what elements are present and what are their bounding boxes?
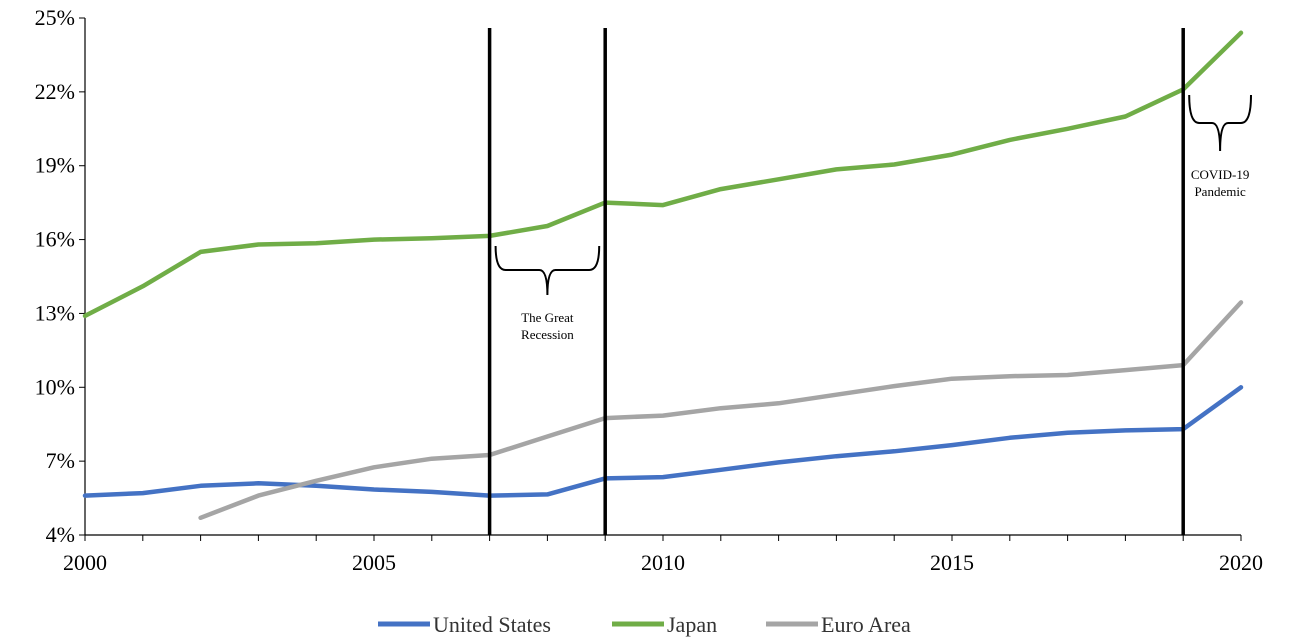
legend-label: Euro Area xyxy=(821,612,911,637)
legend-label: Japan xyxy=(667,612,717,637)
x-tick-label: 2020 xyxy=(1219,550,1263,575)
x-tick-label: 2000 xyxy=(63,550,107,575)
y-tick-label: 10% xyxy=(35,374,75,399)
y-tick-label: 16% xyxy=(35,227,75,252)
y-tick-label: 7% xyxy=(46,448,75,473)
y-tick-label: 19% xyxy=(35,153,75,178)
annotation-brace xyxy=(494,245,601,296)
y-tick-label: 4% xyxy=(46,522,75,547)
annotation-label: The Great xyxy=(521,310,574,325)
y-tick-label: 13% xyxy=(35,300,75,325)
x-tick-label: 2015 xyxy=(930,550,974,575)
annotation-label: Recession xyxy=(521,327,574,342)
legend-label: United States xyxy=(433,612,551,637)
series-line-euro-area xyxy=(198,300,1244,521)
annotation-label: Pandemic xyxy=(1194,184,1245,199)
x-tick-label: 2005 xyxy=(352,550,396,575)
y-tick-label: 22% xyxy=(35,79,75,104)
annotation-brace xyxy=(1188,94,1252,152)
y-tick-label: 25% xyxy=(35,5,75,30)
series-line-united-states xyxy=(82,385,1244,498)
x-tick-label: 2010 xyxy=(641,550,685,575)
annotation-label: COVID-19 xyxy=(1191,167,1250,182)
series-line-japan xyxy=(82,30,1244,319)
